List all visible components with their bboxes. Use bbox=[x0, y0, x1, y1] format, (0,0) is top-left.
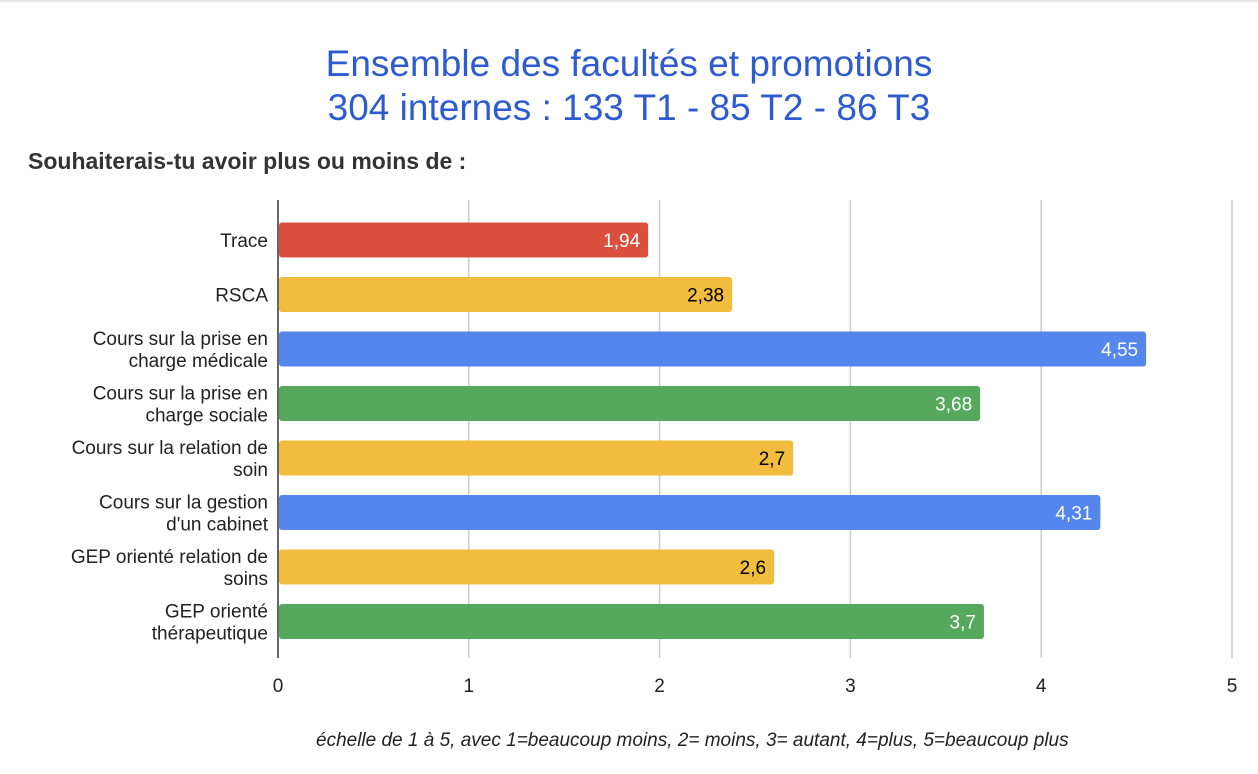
x-tick-label: 0 bbox=[273, 676, 284, 697]
category-label: d'un cabinet bbox=[166, 515, 269, 536]
category-label: RSCA bbox=[215, 286, 268, 307]
bar-value-label: 1,94 bbox=[603, 231, 640, 252]
scale-footnote: échelle de 1 à 5, avec 1=beaucoup moins,… bbox=[316, 730, 1069, 751]
bar-value-label: 4,31 bbox=[1055, 504, 1092, 525]
category-label: Cours sur la gestion bbox=[99, 493, 268, 514]
category-label: GEP orienté relation de bbox=[71, 547, 268, 568]
bar bbox=[279, 277, 733, 312]
bar bbox=[279, 440, 794, 476]
category-label: soin bbox=[233, 460, 268, 481]
x-tick-label: 5 bbox=[1227, 676, 1238, 697]
bar-value-label: 2,38 bbox=[687, 286, 724, 307]
bar-value-label: 2,7 bbox=[759, 449, 785, 470]
bar-value-label: 2,6 bbox=[740, 558, 766, 579]
bar bbox=[279, 386, 981, 421]
category-label: Cours sur la prise en bbox=[93, 384, 268, 405]
category-label: charge sociale bbox=[145, 406, 268, 427]
category-label: Cours sur la prise en bbox=[93, 329, 268, 350]
bar bbox=[279, 222, 649, 258]
bar bbox=[279, 495, 1101, 530]
category-label: soins bbox=[224, 569, 268, 590]
bar bbox=[279, 549, 775, 585]
chart-title-line-1: Ensemble des facultés et promotions bbox=[325, 43, 933, 84]
chart-title: Ensemble des facultés et promotions 304 … bbox=[0, 42, 1258, 130]
x-tick-label: 3 bbox=[845, 676, 856, 697]
category-label: GEP orienté bbox=[165, 602, 268, 623]
bar-value-label: 3,68 bbox=[935, 395, 972, 416]
top-rule bbox=[0, 0, 1258, 2]
bar bbox=[279, 331, 1147, 367]
category-label: Trace bbox=[220, 231, 268, 252]
x-tick-label: 2 bbox=[654, 676, 665, 697]
category-label: charge médicale bbox=[129, 351, 268, 372]
category-label: Cours sur la relation de bbox=[72, 438, 268, 459]
category-label: thérapeutique bbox=[152, 624, 268, 645]
chart-title-line-2: 304 internes : 133 T1 - 85 T2 - 86 T3 bbox=[327, 87, 931, 128]
bar-value-label: 3,7 bbox=[950, 613, 976, 634]
bar bbox=[279, 604, 984, 639]
x-tick-label: 1 bbox=[464, 676, 475, 697]
chart-subtitle: Souhaiterais-tu avoir plus ou moins de : bbox=[28, 148, 467, 174]
bar-value-label: 4,55 bbox=[1101, 340, 1138, 361]
x-tick-label: 4 bbox=[1036, 676, 1047, 697]
